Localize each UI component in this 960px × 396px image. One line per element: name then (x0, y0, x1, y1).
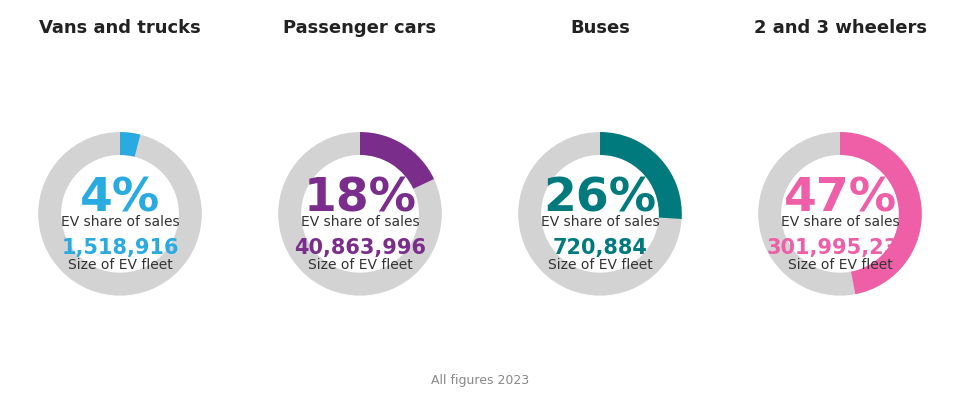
Text: EV share of sales: EV share of sales (300, 215, 420, 229)
Wedge shape (38, 132, 202, 296)
Wedge shape (120, 132, 140, 157)
Text: 47%: 47% (783, 177, 897, 222)
Text: Size of EV fleet: Size of EV fleet (547, 257, 653, 272)
Wedge shape (518, 132, 682, 296)
Text: 720,884: 720,884 (553, 238, 647, 258)
Text: Buses: Buses (570, 19, 630, 37)
Wedge shape (840, 132, 922, 294)
Text: EV share of sales: EV share of sales (780, 215, 900, 229)
Wedge shape (360, 132, 434, 189)
Text: Size of EV fleet: Size of EV fleet (787, 257, 893, 272)
Text: Size of EV fleet: Size of EV fleet (67, 257, 173, 272)
Text: 301,995,237: 301,995,237 (767, 238, 913, 258)
Wedge shape (600, 132, 682, 219)
Text: 1,518,916: 1,518,916 (61, 238, 179, 258)
Text: Size of EV fleet: Size of EV fleet (307, 257, 413, 272)
Text: 18%: 18% (303, 177, 417, 222)
Text: Passenger cars: Passenger cars (283, 19, 437, 37)
Text: 2 and 3 wheelers: 2 and 3 wheelers (754, 19, 926, 37)
Text: EV share of sales: EV share of sales (540, 215, 660, 229)
Text: 4%: 4% (80, 177, 160, 222)
Text: Vans and trucks: Vans and trucks (39, 19, 201, 37)
Wedge shape (278, 132, 442, 296)
Text: All figures 2023: All figures 2023 (431, 374, 529, 386)
Wedge shape (758, 132, 922, 296)
Text: EV share of sales: EV share of sales (60, 215, 180, 229)
Text: 26%: 26% (543, 177, 657, 222)
Text: 40,863,996: 40,863,996 (294, 238, 426, 258)
